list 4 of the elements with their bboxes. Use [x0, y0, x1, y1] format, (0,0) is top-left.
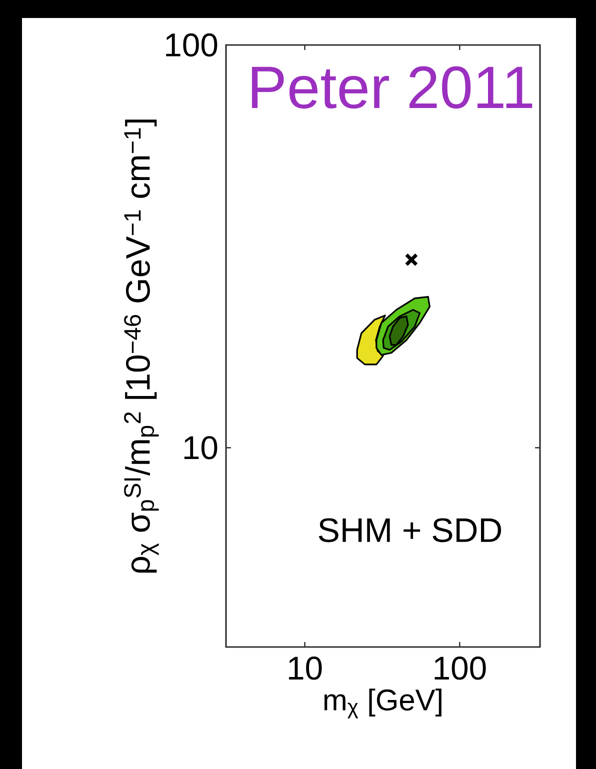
text: ρ$_{χ}$ σ$_{p}$$^{SI}$/m$_{p}$$^{2}$ [10$^{−46}$ GeV$^{−1}$ cm$^{−1}$] — [124, 120, 159, 573]
x-axis-title: m$_{χ}$ [GeV] — [324, 688, 442, 718]
chart-title: Peter 2011 — [252, 66, 532, 109]
annotation: SHM + SDD — [318, 518, 502, 542]
